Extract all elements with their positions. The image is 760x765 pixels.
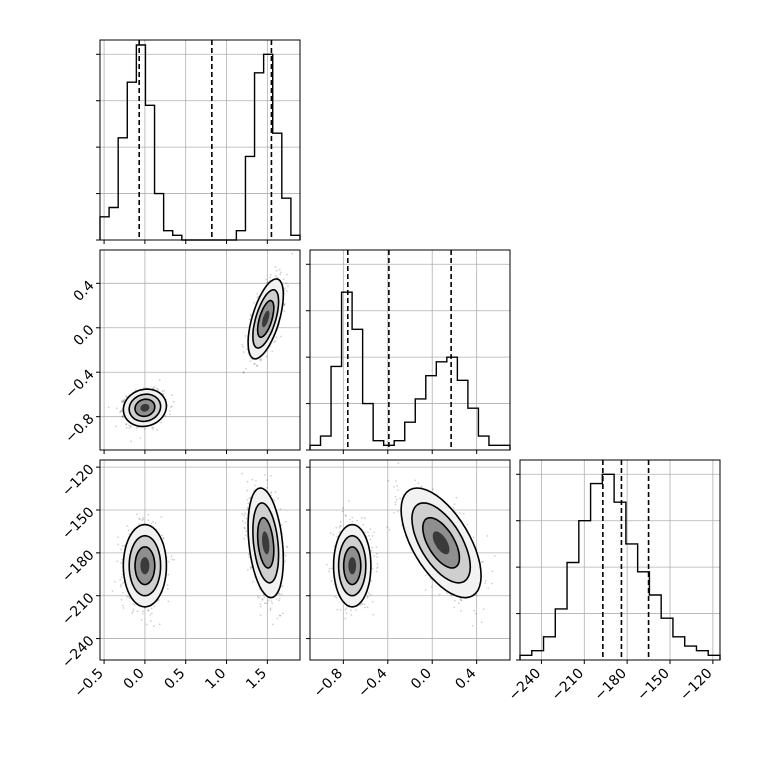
density-contour [140,557,149,574]
grid-2-2 [520,460,720,660]
axis-ticks-1-1 [343,450,476,454]
y-tick-label: −0.8 [62,411,97,446]
y-tick-label: −0.4 [62,367,97,402]
axis-ticks-1-0: −0.8 −0.4 0.0 0.4 [62,278,267,454]
y-tick-label: −120 [59,461,98,500]
y-tick-label: 0.4 [71,278,98,305]
x-tick-label: −0.5 [72,666,107,701]
histogram-0 [100,45,300,240]
grid-0-0 [100,40,300,240]
histogram-1 [310,292,510,450]
scatter-2-0 [112,473,289,627]
x-tick-label: −150 [634,666,673,705]
x-tick-label: 0.0 [121,666,148,693]
panel-frame-2-2 [520,460,720,660]
x-tick-label: −120 [677,666,716,705]
y-tick-label: 0.0 [71,322,98,349]
x-tick-label: −240 [506,666,545,705]
x-tick-label: 0.5 [161,666,188,693]
panel-frame-0-0 [100,40,300,240]
y-tick-label: −180 [59,547,98,586]
x-tick-label: 0.4 [452,665,479,692]
axis-ticks-2-2: −240−210−180−150−120 [506,660,716,704]
axis-ticks-0-0 [104,240,267,244]
x-tick-label: −0.4 [355,665,390,700]
x-tick-label: 1.5 [243,666,270,693]
y-tick-label: −210 [59,590,98,629]
x-tick-label: 0.0 [408,666,435,693]
panel-frame-1-1 [310,250,510,450]
scatter-1-0 [108,253,293,443]
x-tick-label: −210 [549,666,588,705]
y-tick-label: −240 [59,633,98,672]
x-tick-label: 1.0 [202,666,229,693]
y-tick-label: −150 [59,504,98,543]
x-tick-label: −180 [591,666,630,705]
scatter-2-1 [326,454,496,626]
x-tick-label: −0.8 [311,666,346,701]
grid-1-1 [310,250,510,450]
